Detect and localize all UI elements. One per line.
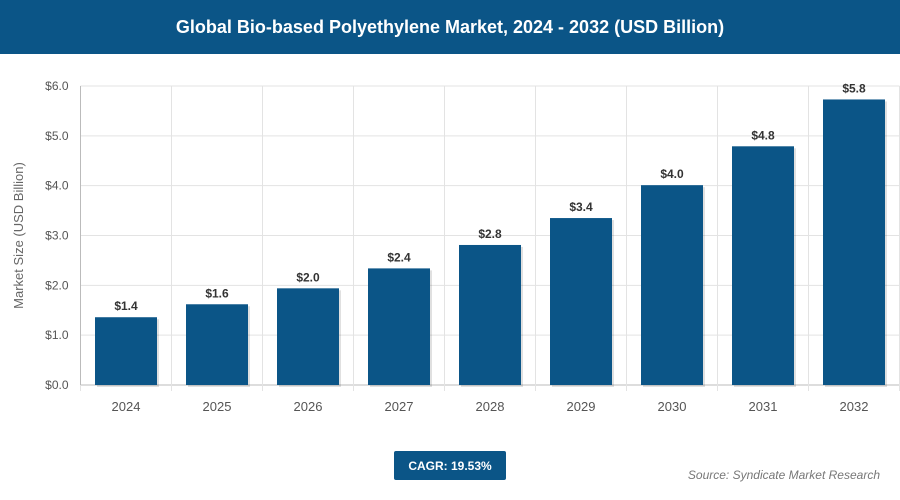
y-tick-label: $0.0 bbox=[45, 378, 69, 392]
y-tick-label: $2.0 bbox=[45, 278, 69, 292]
data-label: $1.4 bbox=[114, 299, 138, 313]
y-axis-label: Market Size (USD Billion) bbox=[11, 162, 26, 309]
x-tick-label: 2029 bbox=[567, 399, 596, 414]
bar-2031 bbox=[732, 146, 794, 385]
bar-2029 bbox=[550, 218, 612, 385]
chart-title: Global Bio-based Polyethylene Market, 20… bbox=[0, 0, 900, 54]
x-tick-label: 2032 bbox=[840, 399, 869, 414]
data-label: $3.4 bbox=[569, 200, 593, 214]
data-label: $4.0 bbox=[660, 167, 684, 181]
data-label: $5.8 bbox=[842, 81, 866, 95]
bar-2032 bbox=[823, 99, 885, 385]
x-tick-label: 2027 bbox=[385, 399, 414, 414]
y-tick-label: $3.0 bbox=[45, 229, 69, 243]
x-tick-label: 2026 bbox=[294, 399, 323, 414]
x-tick-label: 2030 bbox=[658, 399, 687, 414]
x-tick-label: 2025 bbox=[203, 399, 232, 414]
bar-2030 bbox=[641, 185, 703, 385]
y-tick-label: $6.0 bbox=[45, 79, 69, 93]
bar-2028 bbox=[459, 244, 521, 385]
cagr-badge: CAGR: 19.53% bbox=[394, 451, 506, 480]
data-label: $4.8 bbox=[751, 128, 775, 142]
x-tick-label: 2028 bbox=[476, 399, 505, 414]
x-tick-label: 2031 bbox=[749, 399, 778, 414]
source-note: Source: Syndicate Market Research bbox=[687, 468, 880, 482]
bar-2026 bbox=[277, 288, 339, 385]
y-tick-label: $1.0 bbox=[45, 328, 69, 342]
bar-chart: $0.0 $1.0 $2.0 $3.0 $4.0 $5.0 $6.0 Market Size … bbox=[11, 79, 900, 414]
data-label: $2.4 bbox=[387, 250, 411, 264]
y-tick-label: $4.0 bbox=[45, 179, 69, 193]
x-tick-label: 2024 bbox=[112, 399, 141, 414]
bar-2024 bbox=[95, 317, 157, 385]
bar-2027 bbox=[368, 268, 430, 385]
data-label: $2.8 bbox=[478, 227, 502, 241]
bar-2025 bbox=[186, 304, 248, 385]
data-label: $2.0 bbox=[296, 270, 320, 284]
y-tick-label: $5.0 bbox=[45, 129, 69, 143]
data-label: $1.6 bbox=[205, 286, 229, 300]
